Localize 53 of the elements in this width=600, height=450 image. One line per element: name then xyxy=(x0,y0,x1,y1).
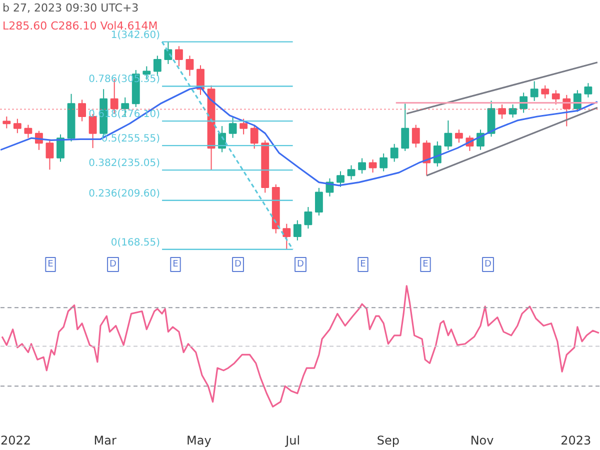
candlestick xyxy=(164,41,172,65)
candlestick xyxy=(530,80,538,102)
candlestick xyxy=(186,55,194,76)
x-tick-label: Mar xyxy=(94,434,116,448)
candlestick xyxy=(240,118,248,135)
candlestick xyxy=(228,117,237,138)
candlestick xyxy=(347,164,356,180)
candlestick xyxy=(541,84,550,99)
x-tick-label: 2022 xyxy=(0,434,32,448)
candlestick xyxy=(455,129,463,144)
candlestick xyxy=(24,124,32,138)
candlestick xyxy=(46,140,54,170)
text: D xyxy=(297,260,304,270)
x-tick-label: Nov xyxy=(470,434,494,448)
candlestick xyxy=(358,158,366,174)
series-label: 0.382(235.05) xyxy=(88,158,160,170)
candlestick xyxy=(444,120,452,150)
candlestick xyxy=(368,158,377,174)
series-label: 0.236(209.60) xyxy=(88,188,160,200)
text: E xyxy=(172,260,179,270)
candlestick xyxy=(412,124,420,148)
candlestick xyxy=(422,140,431,176)
text: E xyxy=(48,260,54,270)
candlestick xyxy=(56,134,64,162)
candlestick xyxy=(508,104,517,118)
candlestick xyxy=(293,220,302,241)
text: D xyxy=(234,260,242,270)
x-tick-label: May xyxy=(186,434,212,448)
series-label: 1(342.60) xyxy=(110,30,160,41)
x-tick-label: 2023 xyxy=(560,434,592,448)
text: E xyxy=(422,260,429,270)
series-label: 0.5(255.55) xyxy=(101,134,160,145)
candlestick xyxy=(584,82,592,98)
series-label: 0(168.55) xyxy=(110,237,160,248)
candlestick xyxy=(390,143,398,162)
candlestick xyxy=(175,46,183,67)
candlestick xyxy=(433,140,442,168)
candlestick xyxy=(552,90,560,105)
candlestick xyxy=(336,170,344,188)
candlestick xyxy=(315,187,323,216)
text: D xyxy=(484,260,492,270)
candlestick xyxy=(304,206,312,230)
chart-title: b 27, 2023 09:30 UTC+3 xyxy=(2,2,139,14)
candlestick xyxy=(401,103,410,152)
text: E xyxy=(360,260,366,270)
candlestick xyxy=(282,223,291,250)
candlestick xyxy=(2,116,11,129)
candlestick xyxy=(380,152,388,172)
candlestick xyxy=(250,124,258,150)
x-tick-label: Jul xyxy=(284,434,300,448)
x-tick-label: Sep xyxy=(376,434,400,448)
candlestick xyxy=(13,118,22,134)
text: D xyxy=(110,260,117,270)
